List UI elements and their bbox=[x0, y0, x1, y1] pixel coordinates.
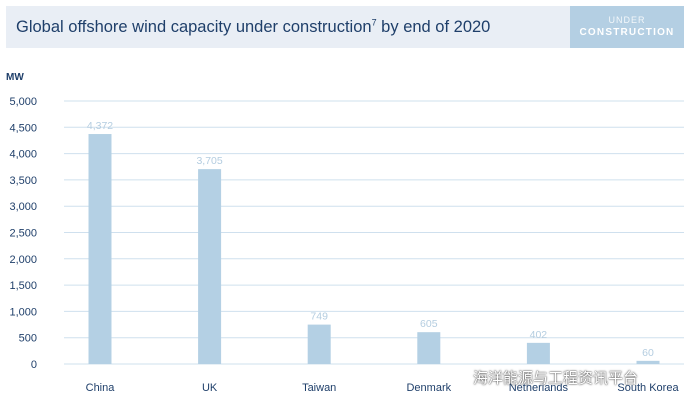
x-axis: China UK Taiwan Denmark Netherlands South Kor… bbox=[86, 382, 680, 394]
y-tick-label: 0 bbox=[31, 359, 37, 371]
title-footnote: 7 bbox=[371, 17, 377, 28]
bar bbox=[88, 134, 112, 364]
tag-line-1: UNDER bbox=[608, 15, 646, 25]
bar-value-label: 3,705 bbox=[196, 155, 222, 167]
y-tick-label: 5,000 bbox=[9, 96, 37, 108]
chart-header: Global offshore wind capacity under cons… bbox=[6, 6, 684, 48]
x-tick-label: China bbox=[86, 382, 116, 394]
y-tick-label: 3,000 bbox=[9, 201, 37, 213]
section-tag: UNDER CONSTRUCTION bbox=[570, 6, 684, 48]
bar bbox=[417, 332, 441, 364]
x-tick-label: Taiwan bbox=[302, 382, 336, 394]
bar-value-label: 60 bbox=[642, 347, 654, 359]
y-tick-label: 2,500 bbox=[9, 228, 37, 240]
watermark-text: 海洋能源与工程资讯平台 bbox=[473, 368, 639, 387]
x-tick-label: Denmark bbox=[406, 382, 451, 394]
bar bbox=[198, 169, 222, 364]
y-tick-label: 2,000 bbox=[9, 254, 37, 266]
y-tick-label: 500 bbox=[19, 333, 37, 345]
y-tick-label: 4,000 bbox=[9, 149, 37, 161]
bar-value-label: 749 bbox=[310, 311, 328, 323]
bar-value-label: 402 bbox=[530, 329, 548, 341]
y-axis: MW 0 500 1,000 1,500 2,000 2,500 3,000 3,500 4,0… bbox=[6, 72, 37, 371]
grid-lines bbox=[64, 100, 684, 365]
x-tick-label: UK bbox=[202, 382, 218, 394]
y-tick-label: 4,500 bbox=[9, 122, 37, 134]
tag-line-2: CONSTRUCTION bbox=[579, 27, 675, 38]
bar-value-label: 4,372 bbox=[87, 120, 113, 132]
y-tick-label: 1,000 bbox=[9, 306, 37, 318]
chart-title: Global offshore wind capacity under cons… bbox=[16, 6, 490, 48]
y-tick-label: 1,500 bbox=[9, 280, 37, 292]
y-tick-label: 3,500 bbox=[9, 175, 37, 187]
bar bbox=[526, 342, 550, 364]
x-tick-label: South Korea bbox=[617, 382, 679, 394]
x-tick-label: Netherlands bbox=[509, 382, 569, 394]
title-suffix: by end of 2020 bbox=[376, 18, 491, 36]
bar bbox=[636, 360, 660, 364]
bar-value-label: 605 bbox=[420, 318, 438, 330]
wechat-icon bbox=[447, 368, 466, 385]
bar bbox=[307, 324, 331, 364]
title-text: Global offshore wind capacity under cons… bbox=[16, 18, 372, 36]
bars: 4,372 3,705 749 605 402 60 bbox=[87, 120, 660, 364]
y-axis-label: MW bbox=[6, 72, 24, 83]
watermark: 海洋能源与工程资讯平台 bbox=[447, 366, 638, 388]
